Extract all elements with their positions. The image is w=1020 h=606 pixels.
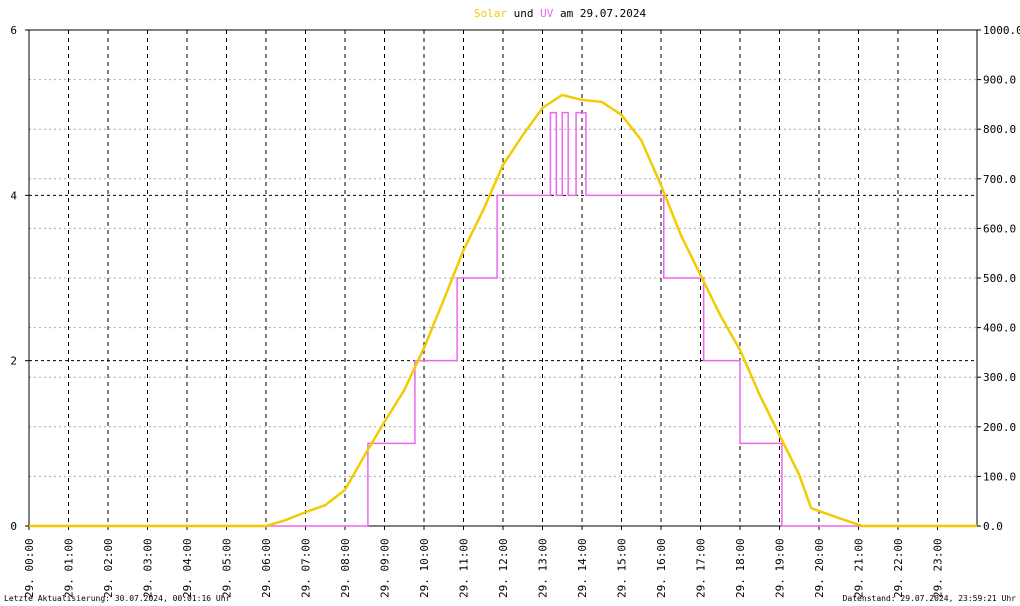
y2-tick-label: 700.0	[983, 173, 1016, 186]
y2-tick-label: 500.0	[983, 272, 1016, 285]
y2-tick-label: 1000.0	[983, 24, 1020, 37]
footer-left: Letzte Aktualisierung: 30.07.2024, 00:01…	[4, 594, 231, 603]
x-tick-label: 29. 18:00	[734, 538, 747, 598]
x-tick-label: 29. 08:00	[339, 538, 352, 598]
title-uv: UV	[540, 7, 554, 20]
x-tick-label: 29. 22:00	[892, 538, 905, 598]
x-tick-label: 29. 00:00	[23, 538, 36, 598]
y2-tick-label: 100.0	[983, 470, 1016, 483]
x-tick-label: 29. 02:00	[102, 538, 115, 598]
x-tick-label: 29. 07:00	[300, 538, 313, 598]
x-tick-label: 29. 16:00	[655, 538, 668, 598]
x-tick-label: 29. 05:00	[221, 538, 234, 598]
x-tick-label: 29. 13:00	[537, 538, 550, 598]
y2-tick-label: 200.0	[983, 421, 1016, 434]
plot-frame	[28, 29, 978, 527]
title-und: und	[514, 7, 534, 20]
x-tick-label: 29. 09:00	[379, 538, 392, 598]
y-tick-label: 2	[10, 355, 17, 368]
y-tick-label: 4	[10, 189, 17, 202]
x-tick-label: 29. 12:00	[497, 538, 510, 598]
x-tick-label: 29. 03:00	[142, 538, 155, 598]
x-tick-label: 29. 23:00	[932, 538, 945, 598]
x-tick-label: 29. 11:00	[458, 538, 471, 598]
x-tick-label: 29. 01:00	[63, 538, 76, 598]
title-date: am 29.07.2024	[560, 7, 646, 20]
y-tick-label: 0	[10, 520, 17, 533]
x-tick-label: 29. 14:00	[576, 538, 589, 598]
y2-tick-label: 600.0	[983, 222, 1016, 235]
x-tick-label: 29. 20:00	[813, 538, 826, 598]
footer-right: Datenstand: 29.07.2024, 23:59:21 Uhr	[843, 594, 1017, 603]
x-tick-label: 29. 15:00	[616, 538, 629, 598]
title-solar: Solar	[474, 7, 507, 20]
series-line	[29, 93, 977, 528]
y2-tick-label: 0.0	[983, 520, 1003, 533]
y2-tick-label: 300.0	[983, 371, 1016, 384]
y-tick-label: 6	[10, 24, 17, 37]
y2-tick-label: 400.0	[983, 322, 1016, 335]
y2-tick-label: 900.0	[983, 74, 1016, 87]
chart-title: Solar und UV am 29.07.2024	[474, 7, 647, 20]
x-tick-label: 29. 17:00	[695, 538, 708, 598]
x-tick-label: 29. 19:00	[774, 538, 787, 598]
x-tick-label: 29. 10:00	[418, 538, 431, 598]
y2-tick-label: 800.0	[983, 123, 1016, 136]
x-tick-label: 29. 06:00	[260, 538, 273, 598]
series-line	[29, 111, 977, 527]
x-tick-label: 29. 21:00	[853, 538, 866, 598]
x-tick-label: 29. 04:00	[181, 538, 194, 598]
